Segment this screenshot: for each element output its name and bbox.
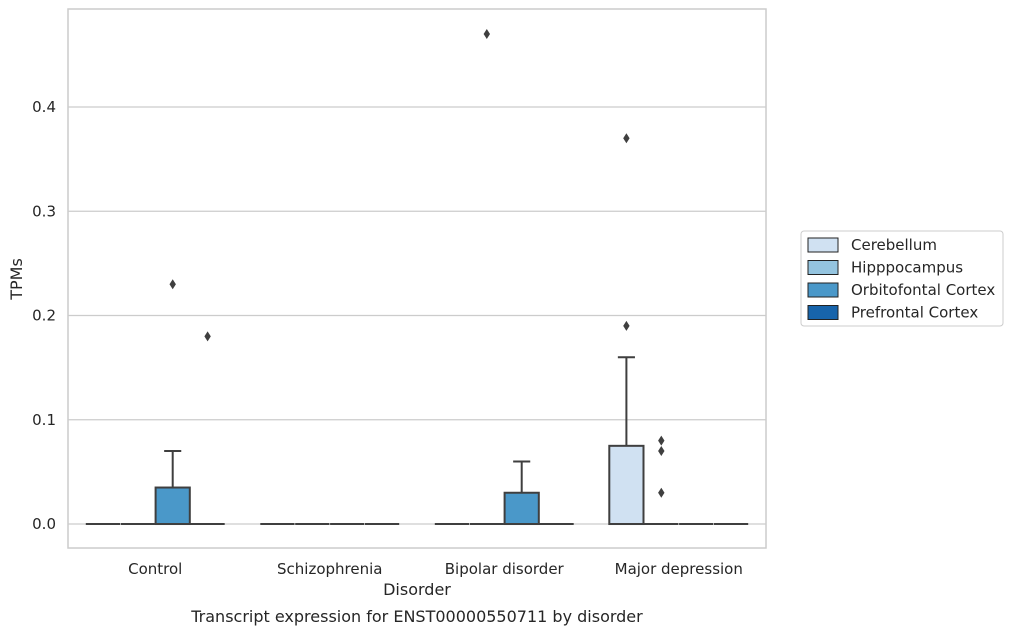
y-tick-label: 0.1: [32, 411, 56, 429]
legend-swatch: [807, 260, 839, 275]
legend-swatch: [807, 237, 839, 253]
legend-swatch: [807, 282, 839, 298]
box-hipppocampus: [469, 29, 504, 526]
legend: Cerebellum Hipppocampus Orbitofontal Corte…: [800, 230, 1004, 327]
legend-label: Hipppocampus: [851, 259, 963, 277]
box-body: [608, 444, 645, 526]
legend-label: Orbitofontal Cortex: [851, 281, 995, 299]
outlier-point: [658, 435, 665, 446]
plot-marks: [85, 29, 749, 526]
box-prefrontal-cortex: [190, 331, 225, 526]
y-tick-label: 0.4: [32, 98, 56, 116]
chart-caption: Transcript expression for ENST0000055071…: [190, 607, 643, 626]
outlier-point: [658, 446, 665, 457]
outlier-point: [623, 133, 630, 144]
legend-label: Cerebellum: [851, 236, 937, 254]
x-axis-title: Disorder: [383, 580, 451, 599]
outlier-point: [204, 331, 211, 342]
x-tick-label: Schizophrenia: [277, 560, 382, 578]
legend-frame: [800, 230, 1004, 327]
box-body: [154, 486, 191, 526]
y-tick-label: 0.0: [32, 515, 56, 533]
x-tick-labels: Control Schizophrenia Bipolar disorder Majo…: [128, 560, 743, 578]
legend-swatch: [807, 305, 839, 320]
x-tick-label: Bipolar disorder: [445, 560, 565, 578]
outlier-point: [483, 29, 490, 40]
outlier-point: [658, 487, 665, 498]
legend-label: Prefrontal Cortex: [851, 304, 978, 322]
y-axis-title: TPMs: [7, 258, 26, 301]
box-orbitofontal-cortex: [154, 279, 191, 526]
box-hipppocampus: [644, 435, 679, 526]
box-body: [503, 491, 540, 526]
x-tick-label: Control: [128, 560, 182, 578]
box-cerebellum: [608, 133, 645, 526]
outlier-point: [623, 320, 630, 331]
y-tick-labels: 0.0 0.1 0.2 0.3 0.4: [32, 98, 56, 533]
box-orbitofontal-cortex: [503, 460, 540, 526]
outlier-point: [169, 279, 176, 290]
x-tick-label: Major depression: [615, 560, 743, 578]
y-tick-label: 0.2: [32, 307, 56, 325]
y-tick-label: 0.3: [32, 202, 56, 220]
plot-frame: [67, 8, 767, 549]
